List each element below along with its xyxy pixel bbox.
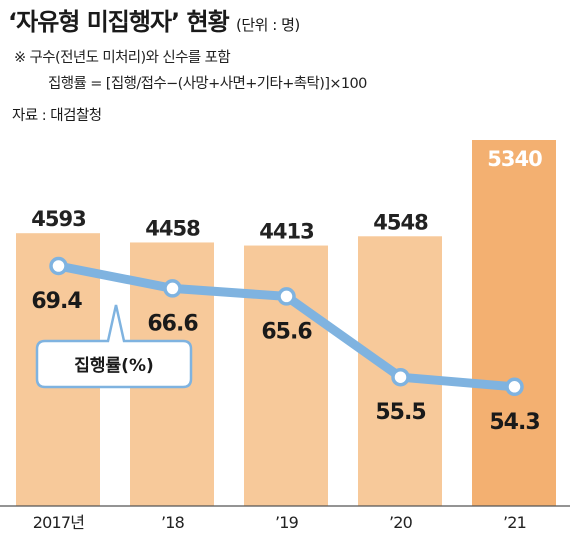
source-label: 자료 : 대검찰청 xyxy=(12,108,102,124)
rate-point-3 xyxy=(391,367,410,387)
rate-value-label-1: 66.6 xyxy=(147,311,198,336)
legend-callout xyxy=(35,304,193,389)
rate-point-2 xyxy=(277,287,296,306)
legend-label: 집행률(%) xyxy=(74,356,154,376)
rate-value-label-2: 65.6 xyxy=(261,319,312,344)
title-block: ‘자유형 미집행자’ 현황 (단위 : 명) xyxy=(8,2,300,45)
note-line-2: 집행률 = [집행/접수−(사망+사면+기타+촉탁)]×100 xyxy=(48,76,367,92)
rate-point-1 xyxy=(163,279,182,298)
x-tick-label-4: ’21 xyxy=(503,513,526,532)
x-tick-label-0: 2017년 xyxy=(33,513,85,532)
bar-4 xyxy=(472,140,556,506)
x-tick-label-3: ’20 xyxy=(389,513,413,532)
rate-value-label-3: 55.5 xyxy=(375,400,425,425)
rate-value-label-4: 54.3 xyxy=(489,410,539,435)
chart-title-text: ‘자유형 미집행자’ 현황 xyxy=(8,8,230,36)
bar-value-label-0: 4593 xyxy=(31,207,85,231)
note-line-1: ※ 구수(전년도 미처리)와 신수를 포함 xyxy=(14,50,231,66)
bar-2 xyxy=(244,245,328,506)
bar-value-label-4: 5340 xyxy=(487,147,542,171)
x-tick-label-1: ’18 xyxy=(161,513,185,532)
bar-value-label-1: 4458 xyxy=(145,216,200,240)
x-tick-label-2: ’19 xyxy=(275,513,299,532)
rate-point-4 xyxy=(505,377,524,397)
rate-point-0 xyxy=(49,256,68,276)
chart-title: ‘자유형 미집행자’ 현황 (단위 : 명) xyxy=(8,2,300,45)
bar-value-label-2: 4413 xyxy=(259,220,313,244)
bar-value-label-3: 4548 xyxy=(373,210,428,234)
unit-label: (단위 : 명) xyxy=(236,16,300,34)
rate-value-label-0: 69.4 xyxy=(31,289,82,314)
